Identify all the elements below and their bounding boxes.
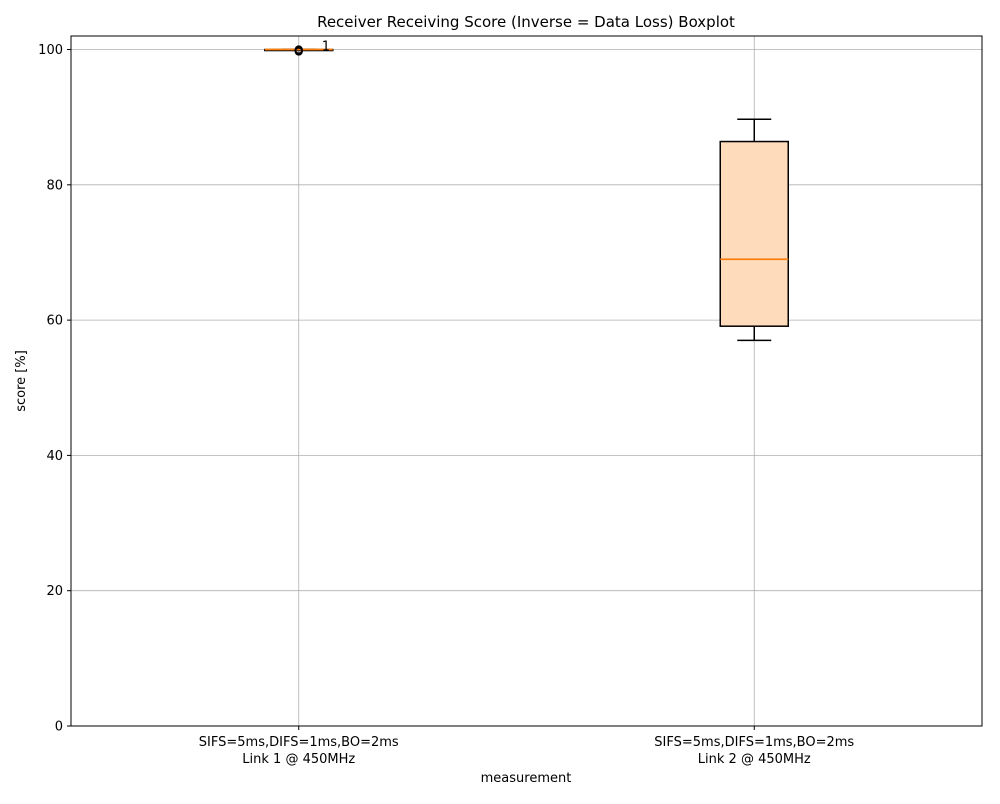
x-tick-label: Link 1 @ 450MHz bbox=[242, 752, 355, 767]
x-tick-label: SIFS=5ms,DIFS=1ms,BO=2ms bbox=[654, 735, 854, 750]
box-layer: 1 bbox=[264, 40, 789, 342]
y-tick-label: 60 bbox=[46, 314, 63, 329]
chart-title: Receiver Receiving Score (Inverse = Data… bbox=[317, 13, 735, 31]
tick-layer: 0 20 40 60 80 100 SIFS=5ms,DIFS=1ms,BO=2ms Link… bbox=[38, 43, 854, 767]
x-tick-label: Link 2 @ 450MHz bbox=[698, 752, 811, 767]
plot-frame bbox=[70, 35, 983, 727]
box-iqr bbox=[719, 140, 789, 327]
box-group: 1 bbox=[264, 40, 334, 56]
y-tick-label: 40 bbox=[46, 449, 63, 464]
y-tick-label: 100 bbox=[38, 43, 63, 58]
box-group bbox=[719, 118, 789, 342]
y-axis-label: score [%] bbox=[14, 350, 29, 412]
y-tick-label: 20 bbox=[46, 584, 63, 599]
box-annotation: 1 bbox=[322, 40, 330, 55]
y-tick-label: 0 bbox=[55, 720, 63, 735]
outlier-point bbox=[294, 45, 303, 54]
grid-layer bbox=[71, 36, 982, 727]
x-tick-label: SIFS=5ms,DIFS=1ms,BO=2ms bbox=[199, 735, 399, 750]
x-axis-label: measurement bbox=[481, 771, 572, 786]
y-tick-label: 80 bbox=[46, 178, 63, 193]
